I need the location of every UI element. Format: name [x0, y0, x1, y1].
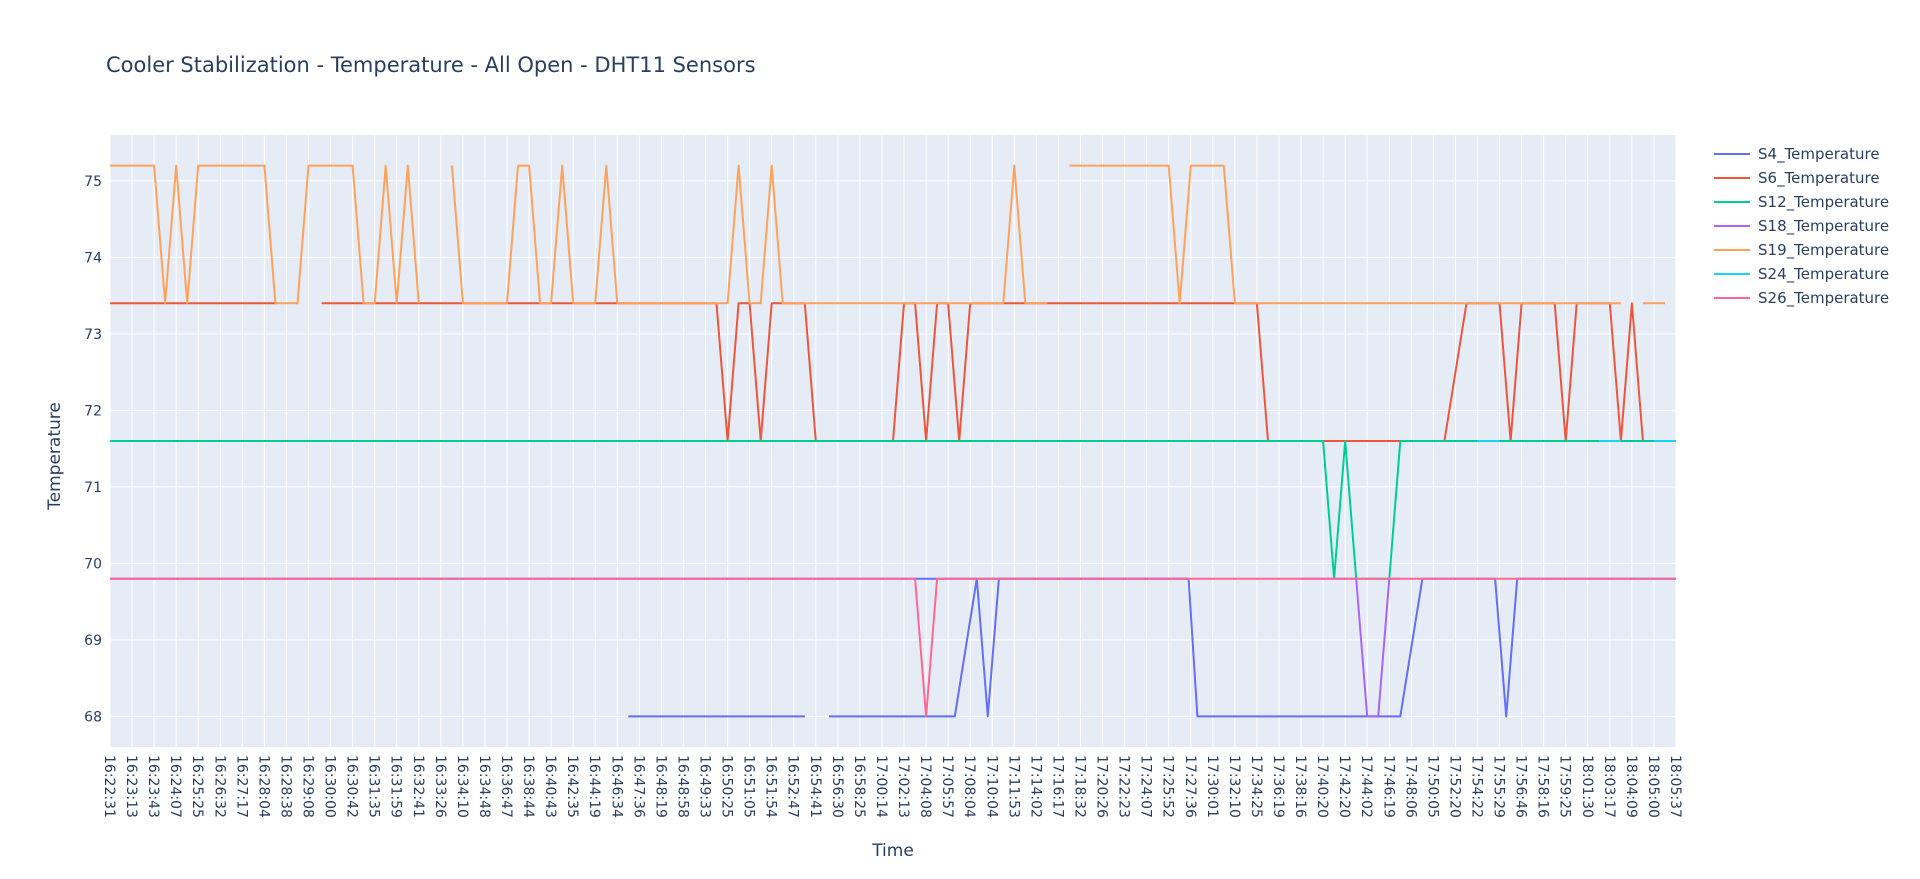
x-tick-label: 16:31:35	[366, 755, 382, 818]
x-tick-label: 17:32:10	[1226, 755, 1242, 818]
x-tick-label: 16:29:08	[300, 755, 316, 818]
x-tick-label: 17:34:25	[1248, 755, 1264, 818]
x-axis-title: Time	[871, 841, 914, 861]
x-tick-label: 16:36:47	[498, 755, 514, 818]
x-tick-label: 16:28:38	[277, 755, 293, 818]
x-tick-label: 17:54:22	[1468, 755, 1484, 818]
x-tick-label: 17:46:19	[1380, 755, 1396, 818]
legend: S4_Temperature S6_Temperature S12_Temperat…	[1714, 145, 1889, 308]
series-line-S19_Temperature	[1069, 164, 1621, 305]
x-tick-label: 17:02:13	[895, 755, 911, 818]
x-tick-label: 17:30:01	[1204, 755, 1220, 818]
legend-label: S24_Temperature	[1758, 265, 1889, 284]
x-tick-label: 18:05:37	[1667, 755, 1683, 818]
x-tick-label: 17:18:32	[1071, 755, 1087, 818]
x-tick-label: 16:44:19	[586, 755, 602, 818]
x-tick-label: 16:30:42	[344, 755, 360, 818]
y-axis-title: Temperature	[45, 402, 65, 511]
x-tick-label: 17:42:20	[1336, 755, 1352, 818]
x-tick-label: 17:10:04	[983, 755, 999, 818]
x-tick-label: 16:50:25	[719, 755, 735, 818]
x-tick-label: 17:11:53	[1005, 755, 1021, 818]
x-tick-label: 16:48:19	[652, 755, 668, 818]
x-tick-label: 16:22:31	[101, 755, 117, 818]
x-tick-label: 16:32:41	[410, 755, 426, 818]
x-tick-label: 17:14:02	[1027, 755, 1043, 818]
x-tick-label: 16:31:59	[388, 755, 404, 818]
x-tick-label: 16:27:17	[233, 755, 249, 818]
x-tick-label: 17:56:46	[1513, 755, 1529, 818]
x-tick-label: 16:30:00	[322, 755, 338, 818]
y-tick-label: 72	[84, 403, 102, 419]
y-tick-label: 74	[84, 250, 102, 266]
x-tick-label: 17:38:16	[1292, 755, 1308, 818]
x-tick-label: 16:56:30	[829, 755, 845, 818]
x-tick-label: 17:00:14	[873, 755, 889, 818]
x-tick-label: 16:23:43	[145, 755, 161, 818]
x-tick-label: 18:01:30	[1579, 755, 1595, 818]
y-tick-label: 70	[84, 556, 102, 572]
legend-label: S19_Temperature	[1758, 241, 1889, 260]
x-tick-label: 17:44:02	[1358, 755, 1374, 818]
x-tick-label: 17:16:17	[1049, 755, 1065, 818]
x-tick-label: 17:36:19	[1270, 755, 1286, 818]
x-tick-label: 17:58:16	[1535, 755, 1551, 818]
x-tick-label: 17:22:23	[1116, 755, 1132, 818]
x-tick-label: 17:52:20	[1446, 755, 1462, 818]
y-tick-label: 71	[84, 480, 102, 496]
y-tick-label: 75	[84, 174, 102, 190]
x-tick-label: 16:38:44	[520, 755, 536, 818]
x-tick-label: 16:25:25	[189, 755, 205, 818]
x-tick-label: 16:40:43	[542, 755, 558, 818]
x-tick-label: 16:54:41	[807, 755, 823, 818]
y-tick-label: 69	[84, 633, 102, 649]
x-tick-label: 16:24:07	[167, 755, 183, 818]
x-tick-label: 16:34:10	[454, 755, 470, 818]
legend-label: S12_Temperature	[1758, 193, 1889, 212]
x-tick-label: 16:46:34	[608, 755, 624, 818]
x-tick-label: 17:24:07	[1138, 755, 1154, 818]
x-tick-label: 16:52:47	[785, 755, 801, 818]
x-tick-label: 17:50:05	[1424, 755, 1440, 818]
x-tick-label: 16:33:26	[432, 755, 448, 818]
x-tick-label: 16:49:33	[697, 755, 713, 818]
x-tick-label: 17:55:29	[1491, 755, 1507, 818]
x-tick-label: 16:47:36	[630, 755, 646, 818]
x-tick-label: 16:23:13	[123, 755, 139, 818]
x-tick-label: 17:08:04	[961, 755, 977, 818]
legend-label: S4_Temperature	[1758, 145, 1880, 164]
x-tick-label: 16:58:25	[851, 755, 867, 818]
series-line-S26_Temperature	[110, 577, 1676, 718]
x-tick-label: 18:03:17	[1601, 755, 1617, 818]
legend-label: S6_Temperature	[1758, 169, 1880, 188]
y-tick-label: 68	[84, 709, 102, 725]
x-tick-label: 17:48:06	[1402, 755, 1418, 818]
x-tick-label: 16:34:48	[476, 755, 492, 818]
x-tick-label: 16:42:35	[564, 755, 580, 818]
x-tick-label: 17:04:08	[917, 755, 933, 818]
y-tick-label: 73	[84, 327, 102, 343]
legend-label: S18_Temperature	[1758, 217, 1889, 236]
x-tick-label: 18:05:00	[1645, 755, 1661, 818]
x-tick-label: 16:51:54	[763, 755, 779, 818]
x-tick-label: 17:27:36	[1182, 755, 1198, 818]
series-line-S6_Temperature	[321, 302, 1676, 442]
chart-title: Cooler Stabilization - Temperature - All…	[106, 53, 756, 77]
x-tick-label: 16:51:05	[741, 755, 757, 818]
x-tick-label: 17:40:20	[1314, 755, 1330, 818]
series-line-S19_Temperature	[450, 164, 1048, 305]
legend-label: S26_Temperature	[1758, 289, 1889, 308]
x-tick-label: 16:26:32	[211, 755, 227, 818]
x-tick-label: 17:20:26	[1094, 755, 1110, 818]
x-tick-label: 16:48:58	[674, 755, 690, 818]
x-tick-label: 17:05:57	[939, 755, 955, 818]
x-tick-label: 17:25:52	[1160, 755, 1176, 818]
series-line-S19_Temperature	[110, 164, 420, 305]
x-tick-label: 16:28:04	[255, 755, 271, 818]
x-tick-label: 18:04:09	[1623, 755, 1639, 818]
x-tick-label: 17:59:25	[1557, 755, 1573, 818]
